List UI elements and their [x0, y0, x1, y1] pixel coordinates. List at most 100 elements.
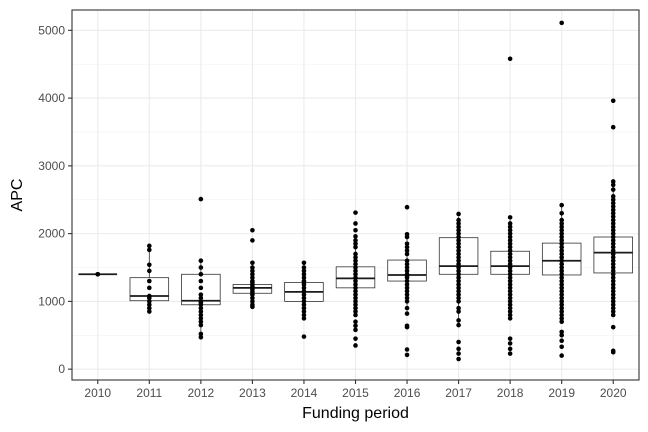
- data-point: [559, 251, 564, 257]
- data-point: [353, 210, 358, 215]
- data-point: [456, 271, 461, 277]
- data-point: [147, 285, 152, 291]
- data-point: [198, 309, 204, 314]
- data-point: [559, 227, 564, 233]
- data-point: [456, 318, 461, 323]
- data-point: [301, 316, 307, 321]
- data-point: [507, 258, 513, 264]
- data-point: [456, 351, 461, 356]
- data-point: [456, 238, 461, 243]
- data-point: [198, 265, 204, 270]
- data-point: [456, 231, 461, 236]
- data-point: [610, 282, 616, 287]
- data-point: [404, 234, 410, 240]
- data-point: [559, 265, 564, 270]
- data-point: [353, 241, 358, 247]
- data-point: [147, 247, 152, 253]
- data-point: [610, 197, 616, 203]
- data-point: [456, 221, 461, 226]
- data-point: [456, 322, 461, 328]
- point-layer: [95, 20, 616, 362]
- data-point: [404, 285, 410, 291]
- data-point: [610, 268, 616, 274]
- data-point: [404, 282, 410, 287]
- data-point: [610, 200, 616, 206]
- data-point: [456, 265, 461, 270]
- data-point: [301, 271, 307, 277]
- data-point: [559, 338, 564, 343]
- data-point: [353, 244, 358, 250]
- data-point: [353, 275, 358, 280]
- data-point: [353, 268, 358, 274]
- data-point: [353, 309, 358, 314]
- data-point: [301, 305, 307, 311]
- data-point: [250, 295, 255, 301]
- y-tick-label: 1000: [38, 294, 65, 308]
- data-point: [353, 319, 358, 325]
- data-point: [353, 255, 358, 260]
- data-point: [404, 265, 410, 270]
- data-point: [559, 282, 564, 287]
- data-point: [559, 271, 564, 277]
- data-point: [559, 302, 564, 308]
- x-tick-label: 2010: [84, 386, 111, 400]
- data-point: [456, 339, 461, 345]
- data-point: [147, 299, 152, 304]
- data-point: [353, 278, 358, 284]
- data-point: [353, 336, 358, 341]
- data-point: [507, 316, 513, 321]
- data-point: [404, 204, 410, 210]
- data-point: [456, 305, 461, 311]
- data-point: [301, 299, 307, 304]
- data-point: [456, 278, 461, 284]
- data-point: [507, 346, 513, 352]
- data-point: [250, 275, 255, 280]
- data-point: [507, 248, 513, 253]
- data-point: [301, 312, 307, 318]
- data-point: [198, 258, 204, 264]
- data-point: [456, 224, 461, 230]
- data-point: [353, 282, 358, 287]
- data-point: [198, 278, 204, 284]
- data-point: [610, 210, 616, 216]
- data-point: [147, 278, 152, 284]
- data-point: [147, 305, 152, 311]
- data-point: [456, 299, 461, 304]
- data-point: [559, 248, 564, 253]
- data-point: [456, 346, 461, 352]
- data-point: [507, 241, 513, 247]
- data-point: [404, 261, 410, 267]
- data-point: [95, 271, 101, 277]
- data-point: [610, 299, 616, 304]
- data-point: [610, 241, 616, 247]
- data-point: [610, 309, 616, 314]
- data-point: [301, 309, 307, 314]
- data-point: [559, 234, 564, 240]
- data-point: [301, 282, 307, 287]
- data-point: [404, 248, 410, 253]
- data-point: [507, 215, 513, 220]
- data-point: [456, 282, 461, 287]
- data-point: [559, 275, 564, 280]
- data-point: [198, 322, 204, 328]
- data-point: [559, 268, 564, 274]
- data-point: [507, 341, 513, 346]
- data-point: [610, 217, 616, 223]
- data-point: [507, 336, 513, 341]
- data-point: [559, 299, 564, 304]
- data-point: [559, 319, 564, 325]
- data-point: [250, 268, 255, 274]
- data-point: [559, 255, 564, 260]
- data-point: [559, 312, 564, 318]
- data-point: [198, 271, 204, 277]
- data-point: [507, 275, 513, 280]
- data-point: [507, 285, 513, 291]
- data-point: [610, 251, 616, 257]
- data-point: [456, 356, 461, 362]
- data-point: [610, 182, 616, 188]
- data-point: [507, 312, 513, 318]
- data-point: [353, 238, 358, 243]
- data-point: [250, 260, 255, 266]
- data-point: [353, 258, 358, 264]
- x-tick-label: 2017: [445, 386, 472, 400]
